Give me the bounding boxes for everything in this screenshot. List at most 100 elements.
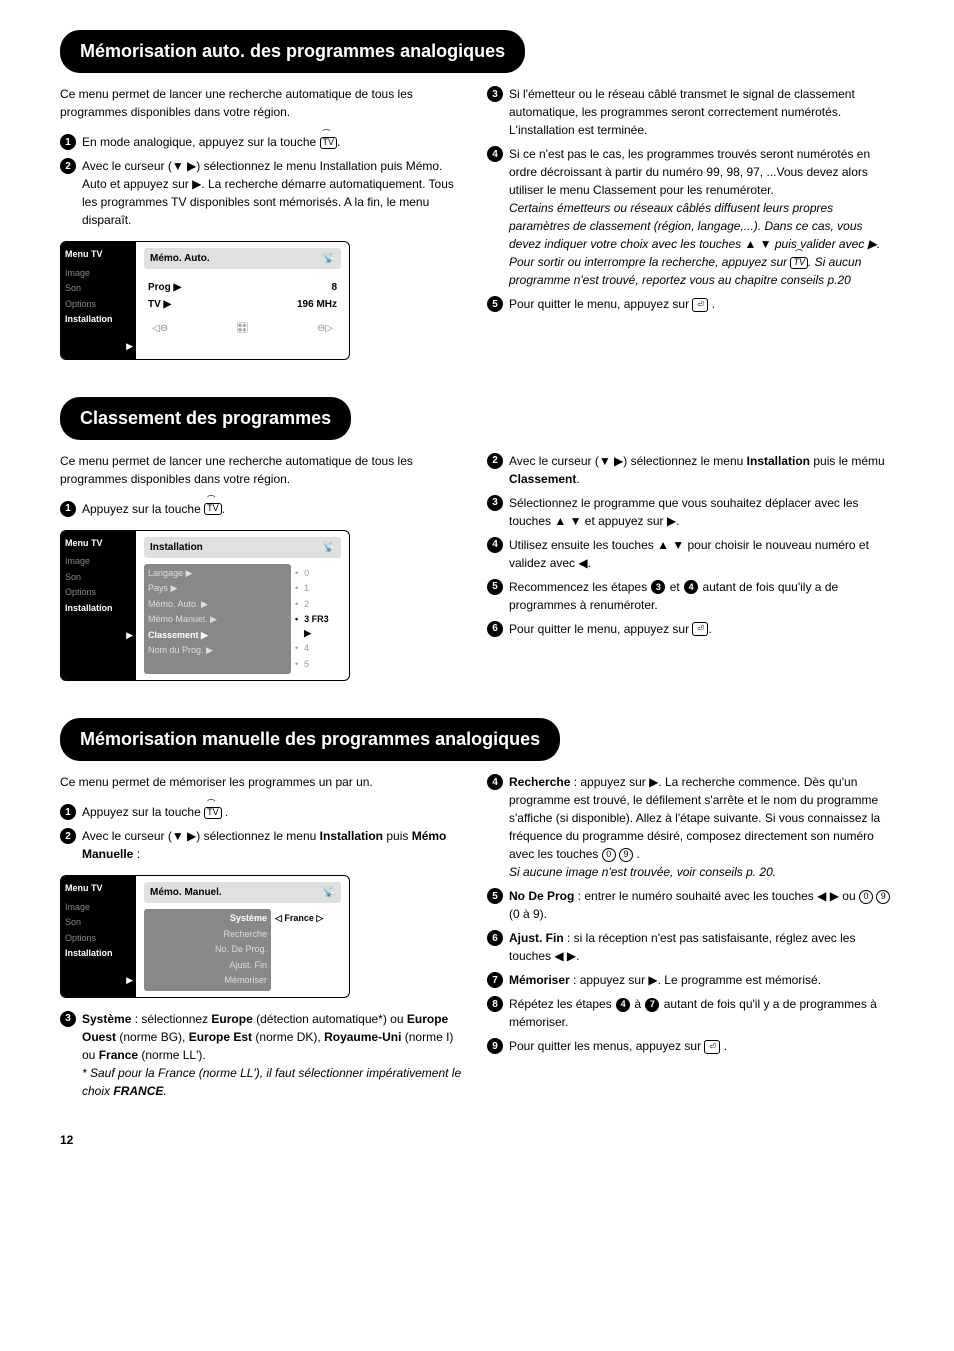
list-num: •0 (295, 566, 337, 582)
step-8-text: Répétez les étapes 4 à 7 autant de fois … (509, 995, 894, 1031)
bullet-7: 7 (487, 972, 503, 988)
tv-icon: TV (320, 137, 338, 149)
intro-text: Ce menu permet de lancer une recherche a… (60, 452, 467, 488)
page-number: 12 (60, 1131, 894, 1149)
install-row: Pays ▶ (148, 581, 287, 597)
remote-left-icon: ◁⊖ (152, 321, 168, 336)
panel-title: Installation (150, 540, 203, 555)
tv-icon: TV (204, 503, 222, 515)
menu-item-active: Installation (65, 601, 132, 617)
install-row-active: Classement ▶ (148, 628, 287, 644)
menu-row-value: 8 (331, 280, 337, 295)
left-column: Ce menu permet de lancer une recherche a… (60, 452, 467, 694)
bullet-3: 3 (60, 1011, 76, 1027)
step-5-text: No De Prog : entrer le numéro souhaité a… (509, 887, 894, 923)
menu-tv-title: Menu TV (65, 248, 132, 262)
menu-tv-title: Menu TV (65, 537, 132, 551)
remote-icon: 🎛 (236, 321, 249, 336)
bullet-2: 2 (60, 158, 76, 174)
step-3-text: Système : sélectionnez Europe (détection… (82, 1010, 467, 1100)
menu-tv-title: Menu TV (65, 882, 132, 896)
step-6-text: Pour quitter le menu, appuyez sur ⏎. (509, 620, 894, 638)
menu-item: Image (65, 900, 132, 916)
section-memo-manuel: Mémorisation manuelle des programmes ana… (60, 718, 894, 1106)
bullet-2: 2 (60, 828, 76, 844)
section-classement: Classement des programmes Ce menu permet… (60, 397, 894, 694)
tree-arrow-icon (85, 616, 125, 636)
bullet-8: 8 (487, 996, 503, 1012)
remote-right-icon: ⊖▷ (317, 321, 333, 336)
menu-item-active: Installation (65, 312, 132, 328)
step-4-text: Recherche : appuyez sur ▶. La recherche … (509, 773, 894, 881)
bullet-ref-3: 3 (651, 580, 665, 594)
manuel-value: ◁ France ▷ (275, 911, 337, 927)
menu-row-label: Prog ▶ (148, 280, 181, 295)
right-column: 2 Avec le curseur (▼ ▶) sélectionnez le … (487, 452, 894, 694)
manuel-row-active: Système (148, 911, 267, 927)
bullet-1: 1 (60, 804, 76, 820)
bullet-4: 4 (487, 537, 503, 553)
list-num: •1 (295, 581, 337, 597)
bullet-5: 5 (487, 296, 503, 312)
panel-title: Mémo. Manuel. (150, 885, 222, 900)
bullet-6: 6 (487, 621, 503, 637)
bullet-5: 5 (487, 579, 503, 595)
menu-item: Son (65, 281, 132, 297)
bullet-ref-4: 4 (684, 580, 698, 594)
list-num: •5 (295, 657, 337, 673)
step-6-text: Ajust. Fin : si la réception n'est pas s… (509, 929, 894, 965)
menu-item: Options (65, 931, 132, 947)
menu-item: Options (65, 297, 132, 313)
install-row: Langage ▶ (148, 566, 287, 582)
step-1-text: Appuyez sur la touche TV . (82, 803, 467, 821)
step-4-text: Utilisez ensuite les touches ▲ ▼ pour ch… (509, 536, 894, 572)
menu-item-active: Installation (65, 946, 132, 962)
intro-text: Ce menu permet de lancer une recherche a… (60, 85, 467, 121)
tree-arrow-icon (85, 962, 125, 982)
install-row: Mémo. Auto. ▶ (148, 597, 287, 613)
bullet-9: 9 (487, 1038, 503, 1054)
step-1-text: Appuyez sur la touche TV. (82, 500, 467, 518)
signal-icon: 📡 (323, 251, 335, 266)
menu-item: Son (65, 570, 132, 586)
tv-icon: TV (204, 807, 222, 819)
panel-title: Mémo. Auto. (150, 251, 210, 266)
bullet-3: 3 (487, 495, 503, 511)
step-2-text: Avec le curseur (▼ ▶) sélectionnez le me… (509, 452, 894, 488)
bullet-1: 1 (60, 501, 76, 517)
manuel-row: Ajust. Fin (148, 958, 267, 974)
left-column: Ce menu permet de lancer une recherche a… (60, 85, 467, 372)
step-4-text: Si ce n'est pas le cas, les programmes t… (509, 145, 894, 289)
menu-installation: Menu TV Image Son Options Installation I… (60, 530, 350, 682)
num-9-icon: 9 (876, 890, 890, 904)
menu-memo-auto: Menu TV Image Son Options Installation M… (60, 241, 350, 360)
bullet-4: 4 (487, 774, 503, 790)
exit-icon: ⏎ (692, 298, 708, 312)
list-num-active: •3 FR3 ▶ (295, 612, 337, 641)
install-row: Mémo Manuel. ▶ (148, 612, 287, 628)
step-3-text: Sélectionnez le programme que vous souha… (509, 494, 894, 530)
tree-arrow-icon (85, 328, 125, 348)
section-title: Classement des programmes (60, 397, 351, 440)
step-1-text: En mode analogique, appuyez sur la touch… (82, 133, 467, 151)
exit-icon: ⏎ (704, 1040, 720, 1054)
exit-icon: ⏎ (692, 622, 708, 636)
step-3-text: Si l'émetteur ou le réseau câblé transme… (509, 85, 894, 139)
bullet-3: 3 (487, 86, 503, 102)
manuel-row: Recherche (148, 927, 267, 943)
section-title: Mémorisation auto. des programmes analog… (60, 30, 525, 73)
num-0-icon: 0 (859, 890, 873, 904)
menu-row-value: 196 MHz (297, 297, 337, 312)
step-7-text: Mémoriser : appuyez sur ▶. Le programme … (509, 971, 894, 989)
intro-text: Ce menu permet de mémoriser les programm… (60, 773, 467, 791)
right-column: 4 Recherche : appuyez sur ▶. La recherch… (487, 773, 894, 1106)
signal-icon: 📡 (323, 540, 335, 555)
bullet-4: 4 (487, 146, 503, 162)
step-2-text: Avec le curseur (▼ ▶) sélectionnez le me… (82, 157, 467, 229)
menu-memo-manuel: Menu TV Image Son Options Installation M… (60, 875, 350, 998)
bullet-1: 1 (60, 134, 76, 150)
step-5-text: Recommencez les étapes 3 et 4 autant de … (509, 578, 894, 614)
menu-item: Son (65, 915, 132, 931)
tv-icon: TV (790, 257, 808, 269)
menu-item: Image (65, 266, 132, 282)
